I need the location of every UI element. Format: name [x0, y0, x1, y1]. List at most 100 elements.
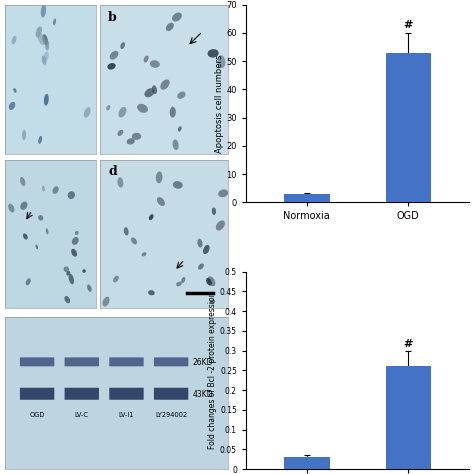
Ellipse shape: [22, 130, 26, 140]
Ellipse shape: [142, 252, 146, 256]
Bar: [385, 53, 431, 202]
Ellipse shape: [197, 238, 202, 247]
Ellipse shape: [172, 12, 182, 21]
Ellipse shape: [170, 107, 176, 118]
Ellipse shape: [38, 215, 43, 220]
Ellipse shape: [118, 130, 123, 136]
FancyBboxPatch shape: [20, 357, 55, 366]
Ellipse shape: [150, 60, 160, 68]
Text: b: b: [108, 11, 117, 24]
Ellipse shape: [131, 237, 137, 245]
Ellipse shape: [9, 102, 15, 110]
FancyBboxPatch shape: [109, 357, 144, 366]
Ellipse shape: [36, 26, 42, 37]
Ellipse shape: [75, 231, 79, 235]
Ellipse shape: [36, 245, 38, 249]
Ellipse shape: [176, 282, 182, 286]
Ellipse shape: [113, 276, 119, 283]
Ellipse shape: [173, 139, 179, 150]
Ellipse shape: [118, 177, 123, 188]
Ellipse shape: [177, 91, 185, 99]
Ellipse shape: [157, 197, 165, 206]
Ellipse shape: [160, 79, 170, 90]
Ellipse shape: [145, 88, 155, 97]
Ellipse shape: [43, 52, 49, 62]
Ellipse shape: [148, 290, 155, 295]
Text: 26KD: 26KD: [192, 358, 213, 367]
Text: LV-C: LV-C: [75, 411, 89, 418]
Ellipse shape: [152, 85, 157, 94]
Ellipse shape: [46, 228, 48, 234]
Ellipse shape: [53, 186, 59, 194]
Text: 43KD: 43KD: [192, 390, 213, 399]
Y-axis label: Fold changes of Bcl -2 protein expression: Fold changes of Bcl -2 protein expressio…: [208, 292, 217, 449]
Text: OGD: OGD: [29, 411, 45, 418]
Text: #: #: [404, 339, 413, 349]
Ellipse shape: [127, 138, 135, 145]
Ellipse shape: [23, 233, 28, 239]
Ellipse shape: [212, 208, 216, 215]
Ellipse shape: [149, 214, 154, 220]
Ellipse shape: [144, 55, 149, 63]
Ellipse shape: [82, 269, 86, 273]
Ellipse shape: [20, 201, 27, 210]
Bar: [284, 457, 330, 469]
Ellipse shape: [72, 237, 79, 245]
Text: #: #: [404, 20, 413, 30]
Ellipse shape: [206, 278, 212, 286]
Ellipse shape: [108, 63, 116, 70]
Ellipse shape: [42, 55, 46, 65]
Ellipse shape: [84, 107, 91, 118]
Bar: [385, 366, 431, 469]
Ellipse shape: [120, 42, 125, 49]
Ellipse shape: [38, 33, 46, 45]
Ellipse shape: [218, 55, 225, 68]
Ellipse shape: [64, 296, 70, 303]
Ellipse shape: [181, 277, 185, 283]
Ellipse shape: [41, 5, 46, 18]
FancyBboxPatch shape: [109, 388, 144, 400]
Ellipse shape: [132, 133, 141, 140]
Ellipse shape: [137, 104, 148, 113]
Ellipse shape: [124, 227, 128, 236]
Ellipse shape: [42, 34, 48, 45]
Ellipse shape: [71, 249, 77, 257]
Ellipse shape: [106, 105, 110, 110]
Ellipse shape: [87, 284, 91, 292]
FancyBboxPatch shape: [154, 388, 188, 400]
Ellipse shape: [66, 271, 70, 275]
Ellipse shape: [203, 245, 210, 254]
FancyBboxPatch shape: [20, 388, 55, 400]
Ellipse shape: [45, 40, 49, 50]
Ellipse shape: [26, 278, 31, 285]
Ellipse shape: [68, 191, 75, 199]
Ellipse shape: [178, 126, 182, 132]
Ellipse shape: [38, 136, 42, 144]
Y-axis label: Apoptosis cell numbers: Apoptosis cell numbers: [215, 55, 224, 153]
Ellipse shape: [216, 220, 225, 230]
Text: LV-I1: LV-I1: [119, 411, 134, 418]
Bar: [284, 194, 330, 202]
Ellipse shape: [20, 177, 26, 186]
Ellipse shape: [44, 94, 49, 106]
Ellipse shape: [53, 18, 56, 25]
Ellipse shape: [198, 264, 204, 270]
Ellipse shape: [156, 172, 163, 183]
Ellipse shape: [208, 276, 215, 286]
FancyBboxPatch shape: [64, 357, 99, 366]
Ellipse shape: [173, 181, 183, 189]
Ellipse shape: [109, 51, 118, 60]
Text: LY294002: LY294002: [155, 411, 187, 418]
Ellipse shape: [210, 300, 215, 304]
FancyBboxPatch shape: [154, 357, 188, 366]
Ellipse shape: [13, 88, 17, 93]
Ellipse shape: [118, 107, 127, 118]
Ellipse shape: [42, 186, 45, 191]
Ellipse shape: [102, 297, 109, 307]
FancyBboxPatch shape: [64, 388, 99, 400]
Ellipse shape: [11, 36, 17, 44]
Ellipse shape: [218, 190, 228, 197]
Ellipse shape: [69, 274, 74, 284]
Ellipse shape: [8, 204, 15, 212]
Text: d: d: [108, 165, 117, 179]
